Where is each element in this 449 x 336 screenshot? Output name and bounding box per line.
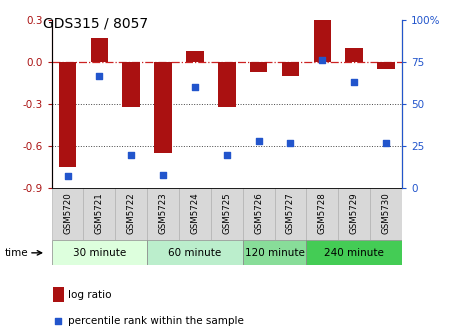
Bar xyxy=(53,287,64,302)
Text: GSM5722: GSM5722 xyxy=(127,192,136,234)
Text: GSM5728: GSM5728 xyxy=(318,192,327,234)
Point xyxy=(159,172,167,177)
Bar xyxy=(115,188,147,240)
Bar xyxy=(123,62,140,107)
Bar xyxy=(242,240,306,265)
Point xyxy=(223,152,230,157)
Bar xyxy=(274,188,306,240)
Point xyxy=(383,140,390,145)
Bar xyxy=(179,188,211,240)
Bar xyxy=(91,38,108,62)
Point xyxy=(255,138,262,144)
Bar xyxy=(377,62,395,69)
Bar xyxy=(186,51,204,62)
Text: 240 minute: 240 minute xyxy=(324,248,384,258)
Bar xyxy=(52,188,84,240)
Text: percentile rank within the sample: percentile rank within the sample xyxy=(68,316,244,326)
Point xyxy=(96,73,103,78)
Bar xyxy=(147,240,242,265)
Text: GSM5725: GSM5725 xyxy=(222,192,231,234)
Text: time: time xyxy=(4,248,28,258)
Bar xyxy=(154,62,172,153)
Point xyxy=(64,174,71,179)
Text: log ratio: log ratio xyxy=(68,290,111,300)
Text: GSM5724: GSM5724 xyxy=(190,192,199,234)
Text: GSM5726: GSM5726 xyxy=(254,192,263,234)
Text: GSM5729: GSM5729 xyxy=(350,192,359,234)
Bar xyxy=(313,20,331,62)
Bar xyxy=(370,188,402,240)
Text: GSM5723: GSM5723 xyxy=(158,192,167,234)
Point xyxy=(351,80,358,85)
Text: 120 minute: 120 minute xyxy=(245,248,304,258)
Bar xyxy=(338,188,370,240)
Bar xyxy=(147,188,179,240)
Point xyxy=(128,152,135,157)
Point xyxy=(55,319,62,324)
Bar xyxy=(84,188,115,240)
Bar xyxy=(211,188,242,240)
Text: GSM5730: GSM5730 xyxy=(382,192,391,234)
Point xyxy=(319,58,326,63)
Text: GSM5727: GSM5727 xyxy=(286,192,295,234)
Bar xyxy=(59,62,76,167)
Bar xyxy=(218,62,235,107)
Text: GDS315 / 8057: GDS315 / 8057 xyxy=(43,17,148,31)
Text: GSM5720: GSM5720 xyxy=(63,192,72,234)
Bar xyxy=(306,188,338,240)
Text: 60 minute: 60 minute xyxy=(168,248,221,258)
Point xyxy=(287,140,294,145)
Bar xyxy=(306,240,402,265)
Text: GSM5721: GSM5721 xyxy=(95,192,104,234)
Bar xyxy=(282,62,299,76)
Bar xyxy=(250,62,267,72)
Point xyxy=(191,85,198,90)
Bar xyxy=(52,240,147,265)
Text: 30 minute: 30 minute xyxy=(73,248,126,258)
Bar xyxy=(242,188,274,240)
Bar xyxy=(345,48,363,62)
